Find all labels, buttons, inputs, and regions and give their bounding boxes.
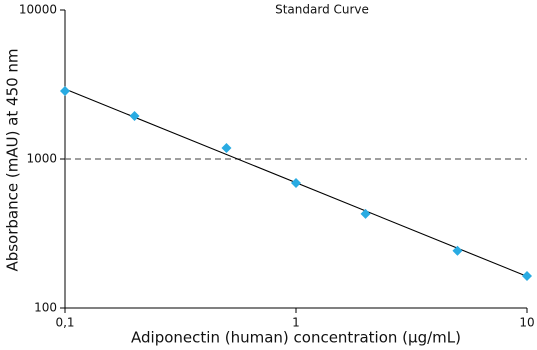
data-point — [291, 178, 301, 189]
x-tick-label: 10 — [519, 316, 534, 330]
data-point — [360, 208, 371, 219]
x-axis-label: Adiponectin (human) concentration (µg/mL… — [131, 329, 461, 347]
data-point — [522, 270, 532, 281]
y-tick-label: 100 — [34, 301, 57, 315]
y-axis-label: Absorbance (mAU) at 450 nm — [4, 48, 22, 271]
y-tick-label: 10000 — [19, 3, 57, 17]
data-point — [60, 86, 70, 97]
x-tick-label: 0,1 — [55, 316, 74, 330]
chart-title: Standard Curve — [275, 3, 369, 17]
y-tick-label: 1000 — [26, 152, 57, 166]
data-point — [129, 110, 140, 121]
x-tick-label: 1 — [292, 316, 300, 330]
data-point — [452, 245, 463, 256]
data-point — [221, 142, 232, 153]
